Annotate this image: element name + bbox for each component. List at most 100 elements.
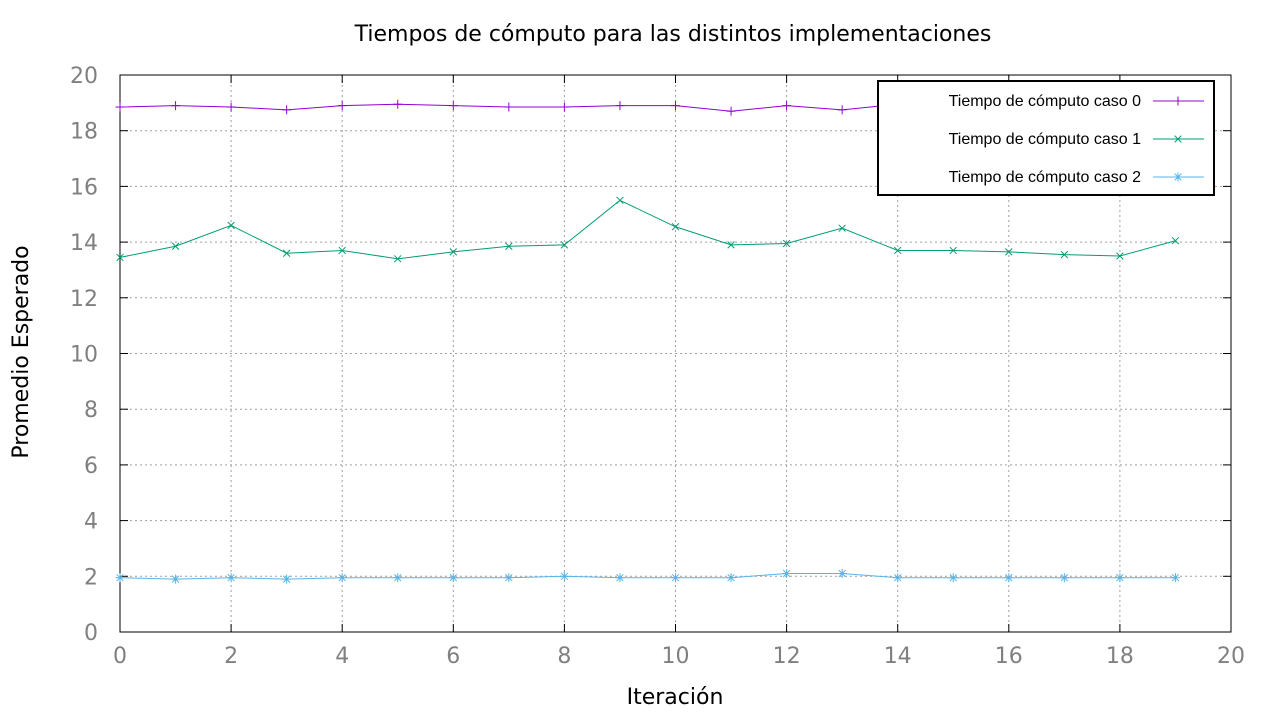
data-point [949,246,957,255]
data-point [338,246,346,255]
legend: Tiempo de cómputo caso 0 Tiempo de cómput… [877,80,1215,196]
data-point [559,571,569,581]
y-tick-label: 12 [70,287,98,312]
data-point [782,101,792,111]
data-point [171,101,181,111]
marker-stroke [671,573,680,582]
marker-stroke [838,224,846,232]
series-line-1 [119,199,1176,260]
data-point [116,253,124,262]
series-2 [115,569,1180,584]
y-tick-label: 6 [84,454,98,479]
marker-stroke [449,573,458,582]
data-point [282,574,292,584]
data-point [226,102,236,112]
marker-stroke [560,572,569,581]
legend-label-0: Tiempo de cómputo caso 0 [949,93,1142,110]
data-point [893,573,903,583]
x-tick-label: 12 [773,644,801,669]
series-1 [116,196,1180,263]
data-point [449,248,458,256]
data-point [394,255,402,263]
data-point [727,241,735,249]
x-axis-label: Iteración [627,685,724,710]
marker-stroke [560,241,569,249]
y-tick-label: 2 [84,565,98,590]
marker-stroke [949,573,957,582]
data-point [337,573,347,583]
data-point [560,241,569,249]
marker-stroke [727,573,735,582]
y-tick-label: 8 [84,398,98,423]
data-point [1171,236,1180,245]
marker-stroke [449,248,458,256]
data-point [616,196,624,205]
marker-stroke [1060,250,1069,259]
data-point [1174,135,1182,143]
data-point [1004,573,1014,583]
data-point [1115,573,1125,583]
data-point [1059,573,1069,583]
x-tick-label: 18 [1106,644,1134,669]
data-point [115,573,125,583]
marker-stroke [227,573,235,582]
data-point [226,573,236,583]
data-point [337,101,347,111]
data-point [171,242,180,251]
marker-stroke [616,196,624,205]
axis-ticks: 0 2 4 6 8 10 12 14 16 18 20 0 2 4 6 8 10 12 14 16 18 20 [70,64,1245,669]
y-tick-label: 4 [84,510,98,535]
data-point [615,101,625,111]
data-point [838,224,846,232]
y-tick-label: 14 [70,231,98,256]
marker-stroke [782,569,791,578]
x-tick-label: 8 [557,644,571,669]
marker-stroke [116,573,124,582]
y-tick-label: 18 [70,120,98,145]
marker-stroke [394,573,402,582]
marker-stroke [671,223,680,231]
data-point [782,569,792,579]
data-point [837,105,847,115]
marker-stroke [949,246,957,255]
data-point [171,574,181,584]
data-point [671,223,680,231]
data-point [726,573,736,583]
marker-stroke [171,575,180,583]
data-point [505,242,513,251]
data-point [1005,248,1013,256]
data-point [559,102,569,112]
x-tick-label: 4 [335,644,349,669]
legend-items: Tiempo de cómputo caso 0 Tiempo de cómput… [949,93,1204,186]
marker-stroke [505,242,513,251]
marker-stroke [893,573,902,582]
data-point [504,573,514,583]
data-point [227,221,235,230]
marker-stroke [1174,173,1182,181]
x-tick-label: 16 [995,644,1023,669]
y-tick-label: 0 [84,621,98,646]
marker-stroke [893,246,902,255]
marker-stroke [838,569,846,578]
marker-stroke [171,242,180,251]
data-point [948,573,958,583]
data-point [282,105,292,115]
x-tick-label: 20 [1217,644,1245,669]
x-tick-label: 14 [884,644,912,669]
legend-label-2: Tiempo de cómputo caso 2 [949,169,1142,186]
marker-stroke [727,241,735,249]
data-point [282,249,291,257]
data-point [1173,96,1183,106]
marker-stroke [338,246,346,255]
legend-label-1: Tiempo de cómputo caso 1 [949,131,1142,148]
marker-stroke [282,575,291,583]
y-axis-label: Promedio Esperado [9,245,34,458]
data-point [671,573,680,583]
marker-stroke [1005,248,1013,256]
chart-title: Tiempos de cómputo para las distintos im… [354,22,992,47]
data-point [726,106,736,116]
y-tick-label: 10 [70,343,98,368]
data-point [448,101,458,111]
data-point [837,569,847,579]
marker-stroke [282,249,291,257]
